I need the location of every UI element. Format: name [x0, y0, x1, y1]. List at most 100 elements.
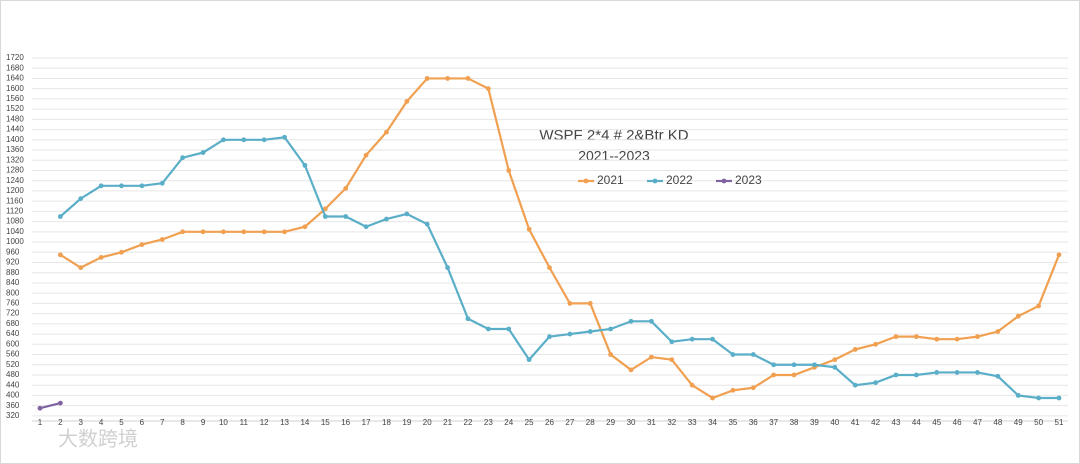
y-tick-label: 480 — [6, 370, 20, 379]
data-point — [547, 265, 552, 271]
x-tick-label: 40 — [830, 418, 839, 427]
data-point — [506, 168, 512, 173]
data-point — [710, 395, 715, 401]
data-point — [1015, 393, 1021, 398]
y-tick-label: 1440 — [6, 125, 24, 134]
data-point — [1056, 252, 1062, 258]
x-tick-label: 21 — [443, 418, 452, 427]
x-tick-label: 31 — [647, 418, 656, 427]
y-tick-label: 440 — [6, 380, 20, 389]
y-tick-label: 1280 — [6, 166, 24, 175]
legend-marker — [583, 178, 589, 184]
data-point — [221, 229, 226, 235]
data-point — [139, 242, 145, 248]
data-point — [159, 237, 165, 242]
data-point — [119, 249, 124, 255]
data-point — [750, 352, 756, 357]
data-point — [200, 229, 206, 235]
x-tick-label: 33 — [688, 418, 697, 427]
data-point — [302, 162, 308, 168]
y-tick-label: 1200 — [6, 186, 24, 195]
x-tick-label: 42 — [871, 418, 880, 427]
data-point — [57, 400, 63, 406]
data-point — [689, 382, 695, 388]
data-point — [730, 387, 736, 393]
x-tick-label: 23 — [484, 418, 493, 427]
data-point — [241, 137, 247, 143]
data-point — [750, 385, 756, 391]
data-point — [832, 357, 838, 363]
x-tick-label: 36 — [749, 418, 758, 427]
y-tick-label: 400 — [6, 391, 20, 400]
data-point — [791, 372, 797, 378]
x-tick-label: 1 — [38, 418, 43, 427]
x-tick-label: 35 — [728, 418, 737, 427]
x-tick-label: 47 — [973, 418, 982, 427]
data-point — [98, 254, 104, 260]
y-tick-label: 1000 — [6, 237, 24, 246]
y-tick-label: 840 — [6, 278, 20, 287]
data-point — [57, 214, 63, 219]
y-tick-label: 1080 — [6, 217, 24, 226]
x-tick-label: 45 — [932, 418, 941, 427]
data-point — [995, 373, 1001, 379]
x-tick-label: 37 — [769, 418, 778, 427]
data-point — [873, 341, 878, 347]
data-point — [730, 352, 736, 357]
legend-label: 2023 — [735, 173, 762, 187]
x-tick-label: 7 — [160, 418, 165, 427]
data-point — [180, 229, 186, 235]
data-point — [791, 362, 797, 368]
y-tick-label: 1400 — [6, 135, 24, 144]
data-point — [282, 229, 287, 235]
data-point — [628, 367, 634, 373]
data-point — [954, 370, 960, 375]
x-tick-label: 10 — [219, 418, 228, 427]
x-tick-label: 2 — [58, 418, 63, 427]
y-tick-label: 1600 — [6, 84, 24, 93]
data-point — [852, 347, 858, 352]
data-point — [424, 221, 430, 227]
x-tick-label: 17 — [362, 418, 371, 427]
data-point — [445, 76, 450, 81]
data-point — [771, 362, 777, 368]
x-tick-label: 4 — [99, 418, 104, 427]
y-tick-label: 520 — [6, 360, 20, 369]
data-point — [465, 76, 471, 81]
x-tick-label: 15 — [321, 418, 330, 427]
data-point — [98, 183, 104, 189]
y-tick-label: 800 — [6, 288, 20, 297]
x-tick-label: 19 — [402, 418, 411, 427]
data-point — [587, 301, 593, 306]
data-point — [363, 224, 369, 230]
data-point — [119, 183, 124, 189]
x-tick-label: 16 — [341, 418, 350, 427]
y-tick-label: 1120 — [6, 206, 24, 215]
data-point — [221, 137, 226, 143]
y-tick-label: 720 — [6, 309, 20, 318]
data-point — [628, 318, 634, 324]
data-point — [954, 336, 960, 342]
y-tick-label: 1320 — [6, 155, 24, 164]
data-point — [995, 329, 1001, 334]
data-point — [526, 357, 532, 363]
data-point — [649, 354, 654, 360]
watermark: 大数跨境 — [58, 427, 138, 450]
data-point — [669, 357, 675, 363]
data-point — [322, 214, 328, 219]
data-point — [57, 252, 63, 258]
data-point — [832, 364, 838, 370]
chart-subtitle: 2021--2023 — [578, 148, 650, 164]
x-tick-label: 6 — [140, 418, 145, 427]
x-tick-label: 27 — [565, 418, 574, 427]
x-tick-label: 9 — [201, 418, 206, 427]
x-tick-label: 18 — [382, 418, 391, 427]
y-tick-label: 1480 — [6, 114, 24, 123]
legend-marker — [652, 178, 658, 184]
data-point — [608, 352, 614, 357]
x-tick-label: 28 — [586, 418, 595, 427]
x-tick-label: 5 — [119, 418, 124, 427]
legend-label: 2021 — [597, 173, 624, 187]
data-point — [1036, 303, 1042, 309]
data-point — [587, 329, 593, 334]
